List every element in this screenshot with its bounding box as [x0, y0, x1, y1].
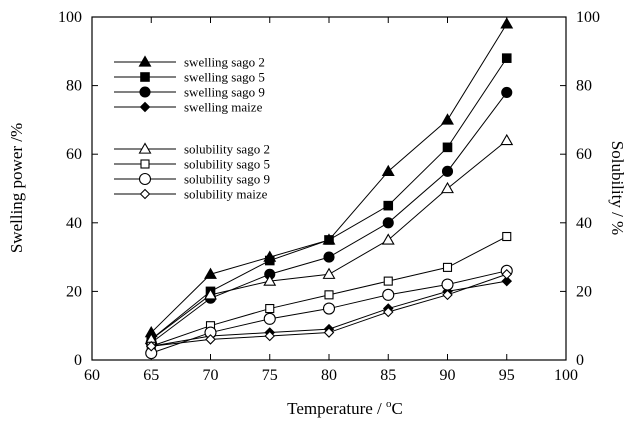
- data-point-solubility-sago-9: [322, 302, 336, 315]
- legend-label: solubility sago 2: [184, 142, 270, 157]
- data-point-solubility-maize: [501, 268, 513, 280]
- data-point-solubility-sago-5: [324, 290, 334, 300]
- data-point-swelling-sago-2: [381, 164, 395, 177]
- y-tick-label: 60: [66, 146, 82, 163]
- data-point-solubility-maize: [205, 334, 216, 345]
- data-point-solubility-sago-9: [441, 278, 454, 291]
- data-point-swelling-sago-2: [500, 17, 514, 29]
- data-point-solubility-sago-5: [383, 276, 393, 286]
- legend-label: swelling sago 2: [184, 55, 265, 70]
- right-y-axis-ticks: 0 20 40 60 80 100: [560, 9, 600, 369]
- data-point-solubility-sago-2: [500, 133, 514, 146]
- legend-marker-swelling-maize: [139, 101, 151, 113]
- data-point-swelling-sago-9: [323, 251, 335, 263]
- y2-tick-label: 20: [576, 283, 592, 300]
- legend-marker-solubility-sago-2: [138, 142, 152, 154]
- data-point-swelling-sago-2: [441, 113, 454, 125]
- data-point-solubility-sago-5: [442, 262, 453, 272]
- y2-tick-label: 80: [576, 78, 592, 95]
- x-tick-label: 60: [84, 367, 100, 384]
- legend-label: solubility maize: [184, 187, 268, 202]
- y2-tick-label: 0: [576, 352, 584, 369]
- x-tick-label: 85: [380, 367, 396, 384]
- data-point-solubility-sago-2: [204, 288, 217, 300]
- legend-marker-swelling-sago-2: [138, 55, 152, 67]
- legend-entry-swelling-sago-9: swelling sago 9: [114, 85, 265, 100]
- data-point-solubility-sago-2: [322, 267, 336, 279]
- x-axis-ticks: 60 65 70 75 80 85 90 95 100: [84, 17, 578, 384]
- legend-entry-solubility-sago-5: solubility sago 5: [114, 157, 270, 172]
- legend-entry-solubility-sago-9: solubility sago 9: [114, 172, 270, 187]
- x-tick-label: 80: [321, 367, 337, 384]
- x-tick-label: 75: [262, 367, 278, 384]
- y2-tick-label: 100: [576, 9, 600, 26]
- left-y-axis-ticks: 0 20 40 60 80 100: [58, 9, 98, 369]
- legend-label: swelling sago 5: [184, 70, 265, 85]
- data-point-swelling-sago-2: [204, 267, 217, 279]
- y-tick-label: 20: [66, 283, 82, 300]
- legend-entry-solubility-sago-2: solubility sago 2: [114, 142, 270, 157]
- data-point-swelling-sago-5: [264, 255, 275, 266]
- data-point-swelling-sago-5: [324, 235, 334, 245]
- data-point-solubility-sago-2: [263, 274, 277, 286]
- data-point-swelling-sago-5: [501, 53, 512, 63]
- data-point-swelling-maize: [501, 275, 513, 287]
- legend-entry-solubility-maize: solubility maize: [114, 187, 268, 202]
- data-point-solubility-maize: [382, 306, 394, 318]
- x-axis-title: Temperature / oC: [287, 398, 403, 418]
- data-point-swelling-sago-5: [442, 142, 453, 153]
- data-point-solubility-maize: [145, 341, 157, 352]
- legend-label: swelling maize: [184, 100, 263, 115]
- x-tick-label: 65: [143, 367, 159, 384]
- y-tick-label: 40: [66, 215, 82, 232]
- legend-marker-solubility-sago-5: [140, 159, 150, 169]
- data-point-solubility-sago-9: [382, 288, 395, 301]
- right-y-axis-title: Solubility / %: [608, 141, 627, 235]
- legend-label: swelling sago 9: [184, 85, 265, 100]
- series-solubility-sago-2: [144, 133, 514, 345]
- legend-marker-swelling-sago-5: [140, 72, 150, 82]
- data-point-swelling-sago-9: [382, 217, 394, 229]
- legend-label: solubility sago 9: [184, 172, 270, 187]
- x-tick-label: 70: [203, 367, 219, 384]
- x-tick-label: 100: [554, 367, 578, 384]
- data-point-swelling-sago-9: [501, 86, 513, 99]
- series-solubility-maize: [145, 268, 513, 352]
- legend-entry-swelling-sago-2: swelling sago 2: [114, 55, 265, 70]
- legend-marker-swelling-sago-9: [139, 86, 151, 98]
- x-tick-label: 90: [440, 367, 456, 384]
- y-tick-label: 80: [66, 78, 82, 95]
- data-point-solubility-maize: [442, 289, 453, 301]
- y2-tick-label: 40: [576, 215, 592, 232]
- legend-entry-swelling-sago-5: swelling sago 5: [114, 70, 265, 85]
- data-point-solubility-maize: [323, 327, 335, 338]
- legend-marker-solubility-maize: [139, 188, 151, 200]
- data-point-solubility-sago-5: [502, 231, 512, 242]
- data-point-solubility-maize: [264, 330, 276, 342]
- legend-label: solubility sago 5: [184, 157, 270, 172]
- x-tick-label: 95: [499, 367, 515, 384]
- data-point-solubility-sago-5: [265, 303, 275, 314]
- data-point-swelling-sago-5: [383, 200, 394, 211]
- data-point-swelling-sago-9: [441, 165, 454, 177]
- y2-tick-label: 60: [576, 146, 592, 163]
- legend-marker-solubility-sago-9: [138, 172, 152, 186]
- y-tick-label: 100: [58, 9, 82, 26]
- legend-entry-swelling-maize: swelling maize: [114, 100, 263, 115]
- left-y-axis-title: Swelling power /%: [7, 123, 26, 253]
- series-solubility-sago-9: [145, 264, 513, 360]
- data-point-solubility-sago-2: [381, 233, 395, 245]
- data-point-solubility-sago-9: [263, 312, 276, 325]
- data-point-solubility-sago-2: [441, 181, 454, 194]
- series-layer: [144, 17, 514, 360]
- y-tick-label: 0: [74, 352, 82, 369]
